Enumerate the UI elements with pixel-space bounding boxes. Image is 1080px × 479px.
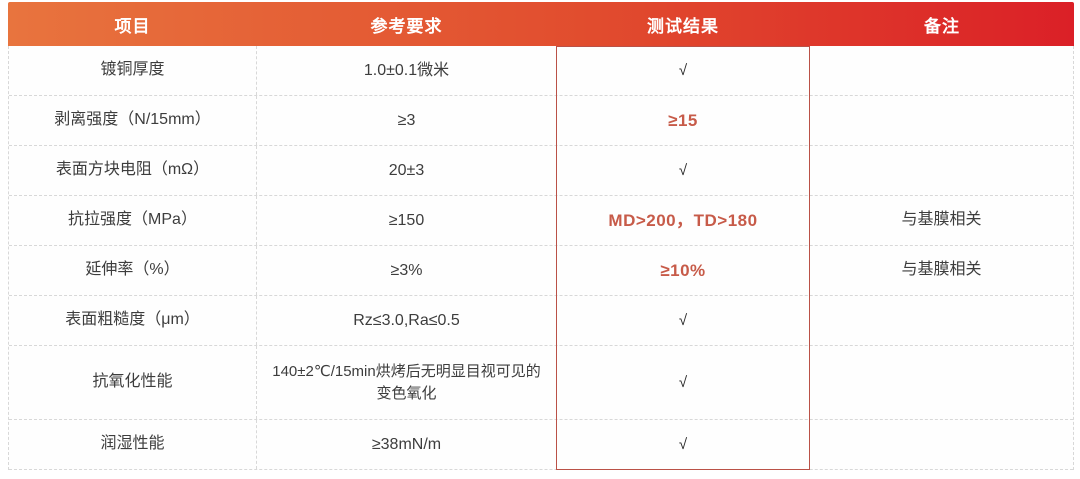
- table-row: 延伸率（%） ≥3% ≥10% 与基膜相关: [9, 246, 1073, 296]
- cell-item: 抗拉强度（MPa）: [9, 196, 257, 245]
- column-header-item: 项目: [114, 16, 151, 36]
- cell-requirement: 140±2℃/15min烘烤后无明显目视可见的变色氧化: [272, 362, 541, 402]
- cell-item: 镀铜厚度: [9, 46, 257, 95]
- table-row: 抗氧化性能 140±2℃/15min烘烤后无明显目视可见的变色氧化 √: [9, 346, 1073, 420]
- cell-item: 表面粗糙度（μm）: [9, 296, 257, 345]
- cell-result: √: [678, 436, 688, 453]
- column-header-remark: 备注: [924, 16, 960, 36]
- cell-item: 抗氧化性能: [9, 346, 257, 419]
- column-header-requirement: 参考要求: [370, 16, 443, 36]
- cell-requirement: 20±3: [388, 161, 425, 179]
- column-header-result: 测试结果: [647, 16, 719, 36]
- cell-remark: [810, 346, 1073, 419]
- cell-result: √: [678, 374, 688, 391]
- cell-requirement: ≥3: [397, 111, 416, 129]
- cell-item: 剥离强度（N/15mm）: [9, 96, 257, 145]
- cell-requirement: Rz≤3.0,Ra≤0.5: [353, 311, 460, 329]
- cell-item: 延伸率（%）: [9, 246, 257, 295]
- cell-remark: [810, 46, 1073, 95]
- cell-item: 润湿性能: [9, 420, 257, 469]
- cell-result: √: [678, 162, 688, 179]
- table-header: 项目 参考要求 测试结果 备注: [8, 2, 1074, 46]
- cell-result: √: [678, 312, 688, 329]
- table-row: 表面方块电阻（mΩ） 20±3 √: [9, 146, 1073, 196]
- cell-remark: 与基膜相关: [901, 211, 982, 229]
- cell-result: √: [678, 62, 688, 79]
- cell-remark: [810, 420, 1073, 469]
- cell-remark: [810, 296, 1073, 345]
- cell-requirement: ≥38mN/m: [371, 435, 442, 453]
- table-row: 表面粗糙度（μm） Rz≤3.0,Ra≤0.5 √: [9, 296, 1073, 346]
- table-body: 镀铜厚度 1.0±0.1微米 √ 剥离强度（N/15mm） ≥3 ≥15 表面方…: [8, 46, 1074, 470]
- cell-requirement: ≥3%: [390, 261, 423, 279]
- cell-result: ≥15: [668, 110, 698, 130]
- cell-requirement: ≥150: [388, 211, 425, 229]
- table-row: 润湿性能 ≥38mN/m √: [9, 420, 1073, 470]
- cell-remark: [810, 96, 1073, 145]
- cell-item: 表面方块电阻（mΩ）: [9, 146, 257, 195]
- cell-remark: [810, 146, 1073, 195]
- cell-remark: 与基膜相关: [901, 261, 982, 279]
- cell-result: ≥10%: [660, 260, 706, 280]
- table-row: 镀铜厚度 1.0±0.1微米 √: [9, 46, 1073, 96]
- table-row: 抗拉强度（MPa） ≥150 MD>200，TD>180 与基膜相关: [9, 196, 1073, 246]
- spec-table: 项目 参考要求 测试结果 备注 镀铜厚度 1.0±0.1微米 √ 剥离强度（N/…: [8, 2, 1074, 470]
- table-row: 剥离强度（N/15mm） ≥3 ≥15: [9, 96, 1073, 146]
- cell-requirement: 1.0±0.1微米: [363, 61, 450, 79]
- cell-result: MD>200，TD>180: [608, 210, 758, 230]
